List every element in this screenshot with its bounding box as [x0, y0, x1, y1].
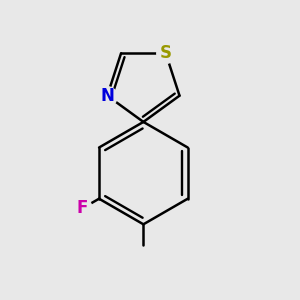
- Text: S: S: [160, 44, 172, 62]
- Text: N: N: [100, 87, 114, 105]
- Text: F: F: [77, 199, 88, 217]
